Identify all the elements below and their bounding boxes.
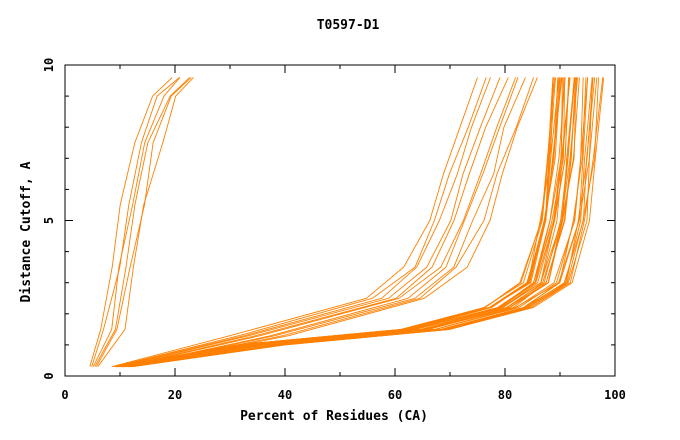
series-line bbox=[132, 77, 604, 368]
series-line bbox=[123, 77, 576, 368]
series-line bbox=[92, 77, 181, 367]
series-line bbox=[123, 77, 575, 368]
series-line bbox=[126, 77, 584, 368]
chart-title: T0597-D1 bbox=[317, 18, 380, 33]
x-tick-label: 80 bbox=[498, 388, 512, 402]
x-axis-label: Percent of Residues (CA) bbox=[240, 409, 428, 424]
series-line bbox=[111, 77, 478, 368]
series-lines bbox=[89, 77, 605, 368]
series-line bbox=[131, 77, 599, 368]
series-line bbox=[94, 77, 191, 367]
series-line bbox=[132, 77, 538, 368]
series-line bbox=[113, 77, 487, 368]
series-line bbox=[124, 77, 580, 368]
series-line bbox=[129, 77, 594, 368]
series-line bbox=[116, 77, 491, 368]
x-tick-label: 100 bbox=[604, 388, 626, 402]
series-line bbox=[116, 77, 560, 368]
series-line bbox=[121, 77, 570, 368]
series-line bbox=[117, 77, 560, 368]
series-line bbox=[123, 77, 517, 368]
series-line bbox=[120, 77, 566, 368]
x-tick-label: 60 bbox=[388, 388, 402, 402]
series-line bbox=[132, 77, 605, 368]
x-tick-label: 0 bbox=[61, 388, 68, 402]
series-line bbox=[121, 77, 571, 368]
series-line bbox=[119, 77, 565, 368]
series-line bbox=[127, 77, 587, 368]
plot-frame bbox=[64, 64, 616, 377]
series-line bbox=[120, 77, 566, 368]
series-line bbox=[117, 77, 559, 368]
x-tick-label: 20 bbox=[168, 388, 182, 402]
series-line bbox=[123, 77, 576, 368]
series-line bbox=[123, 77, 579, 368]
series-line bbox=[129, 77, 593, 368]
y-tick-label: 5 bbox=[42, 217, 56, 224]
series-line bbox=[124, 77, 577, 368]
series-line bbox=[130, 77, 596, 368]
series-line bbox=[127, 77, 526, 368]
y-axis-label: Distance Cutoff, A bbox=[19, 161, 34, 302]
series-line bbox=[89, 77, 173, 367]
series-line bbox=[129, 77, 593, 368]
series-line bbox=[119, 77, 563, 368]
series-line bbox=[117, 77, 562, 368]
y-tick-label: 0 bbox=[42, 372, 56, 379]
x-tick-label: 40 bbox=[278, 388, 292, 402]
series-line bbox=[130, 77, 535, 368]
series-line bbox=[91, 77, 180, 367]
series-line bbox=[125, 77, 519, 368]
series-line bbox=[97, 77, 194, 367]
series-line bbox=[118, 77, 561, 368]
series-line bbox=[131, 77, 598, 368]
series-line bbox=[118, 77, 501, 368]
axis-ticks: 0 20 40 60 80 100 0 5 10 bbox=[42, 58, 626, 402]
series-line bbox=[121, 77, 571, 368]
series-line bbox=[95, 77, 192, 367]
y-tick-label: 10 bbox=[42, 58, 56, 72]
series-line bbox=[120, 77, 509, 368]
series-line bbox=[115, 77, 556, 368]
series-line bbox=[124, 77, 578, 368]
series-line bbox=[117, 77, 563, 368]
